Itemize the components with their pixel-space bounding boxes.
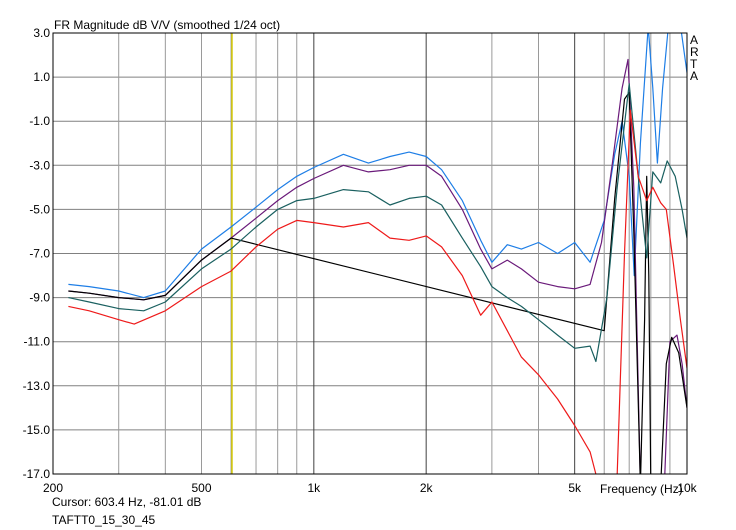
y-tick-label: 1.0 bbox=[33, 70, 50, 84]
series-line-black bbox=[68, 91, 687, 474]
series-line-teal bbox=[68, 83, 687, 363]
chart-title: FR Magnitude dB V/V (smoothed 1/24 oct) bbox=[54, 18, 280, 32]
y-tick-label: -3.0 bbox=[29, 158, 50, 172]
x-axis-label: Frequency (Hz) bbox=[600, 482, 683, 496]
logo-letter: A bbox=[690, 33, 698, 47]
y-tick-label: -11.0 bbox=[24, 335, 51, 349]
y-tick-label: -13.0 bbox=[23, 379, 51, 393]
y-tick-label: -17.0 bbox=[23, 467, 51, 481]
y-tick-label: -5.0 bbox=[29, 202, 50, 216]
series-line-blue bbox=[68, 33, 687, 299]
file-name: TAFTT0_15_30_45 bbox=[52, 513, 155, 527]
x-tick-label: 1k bbox=[307, 481, 321, 495]
x-tick-label: 200 bbox=[43, 481, 63, 495]
y-tick-label: -7.0 bbox=[29, 247, 50, 261]
y-tick-label: -1.0 bbox=[29, 114, 50, 128]
x-tick-label: 10k bbox=[677, 481, 697, 495]
x-tick-label: 500 bbox=[191, 481, 211, 495]
x-tick-label: 5k bbox=[568, 481, 582, 495]
grid bbox=[53, 32, 687, 475]
cursor-readout: Cursor: 603.4 Hz, -81.01 dB bbox=[52, 495, 201, 509]
y-tick-label: 3.0 bbox=[33, 26, 50, 40]
series-group bbox=[68, 33, 687, 474]
logo-letter: T bbox=[690, 57, 698, 71]
x-tick-label: 2k bbox=[420, 481, 434, 495]
y-axis-ticks: 3.0 1.0 -1.0 -3.0 -5.0 -7.0 -9.0 -11.0 -13.0 -15.… bbox=[23, 26, 51, 481]
x-axis-ticks: 200 500 1k 2k 5k 10k bbox=[43, 481, 698, 495]
y-tick-label: -9.0 bbox=[29, 291, 50, 305]
series-line-purple bbox=[68, 58, 687, 474]
plot-frame bbox=[52, 32, 688, 475]
y-tick-label: -15.0 bbox=[23, 423, 51, 437]
series-line-red bbox=[68, 109, 687, 474]
logo-letter: A bbox=[690, 69, 698, 83]
arta-logo: A R T A bbox=[690, 33, 699, 83]
logo-letter: R bbox=[690, 45, 699, 59]
